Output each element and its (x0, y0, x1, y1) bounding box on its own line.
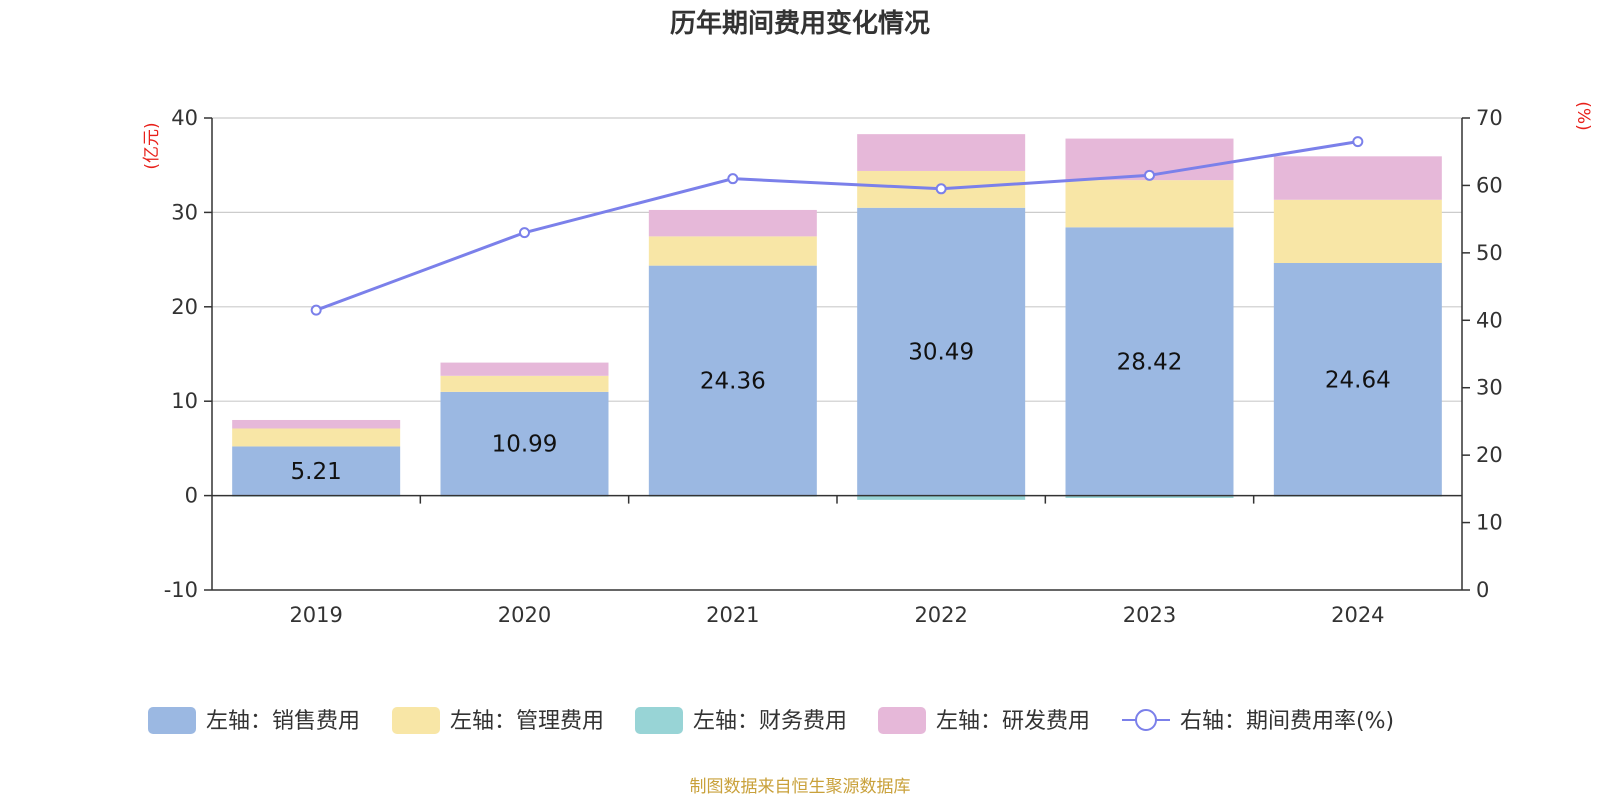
bar-segment[interactable] (440, 375, 609, 392)
bar-value-label: 28.42 (1117, 349, 1183, 375)
left-axis-unit: (亿元) (142, 122, 162, 169)
right-tick-label: 70 (1476, 106, 1503, 130)
legend-swatch (392, 707, 440, 734)
x-tick-label: 2021 (706, 603, 759, 627)
bar-segment[interactable] (648, 209, 817, 237)
bar-value-label: 30.49 (908, 340, 974, 366)
right-axis-unit: (%) (1573, 101, 1593, 130)
x-tick-label: 2022 (914, 603, 967, 627)
gridlines (212, 117, 1462, 402)
left-tick-label: 40 (171, 106, 198, 130)
legend-swatch (878, 707, 926, 734)
expense-rate-point[interactable] (1144, 169, 1155, 181)
bar-segment[interactable] (1273, 262, 1442, 496)
bar-segment[interactable] (1273, 156, 1442, 200)
bar-segment[interactable] (648, 265, 817, 496)
bar-segment[interactable] (232, 428, 401, 447)
bar-segment[interactable] (857, 495, 1026, 500)
expense-rate-point[interactable] (935, 183, 947, 195)
bar-segment[interactable] (857, 207, 1026, 496)
expense-rate-point[interactable] (727, 173, 739, 185)
left-tick-label: 20 (171, 295, 198, 319)
left-tick-label: 0 (185, 484, 198, 508)
x-tick-label: 2023 (1123, 603, 1176, 627)
x-tick-label: 2020 (498, 603, 551, 627)
bar-segment[interactable] (1065, 227, 1234, 496)
legend[interactable]: 左轴：销售费用 左轴：管理费用 左轴：财务费用 左轴：研发费用 右轴：期间费用率(%) (148, 707, 1394, 734)
source-footer: 制图数据来自恒生聚源数据库 (690, 777, 911, 797)
bar-segment[interactable] (1065, 495, 1234, 498)
bar-segment[interactable] (1065, 180, 1234, 228)
bar-value-label: 24.64 (1325, 367, 1391, 393)
right-tick-label: 20 (1476, 443, 1503, 467)
right-tick-label: 30 (1476, 376, 1503, 400)
data-labels: 5.21 10.99 24.36 30.49 28.42 24.64 (291, 340, 1391, 485)
right-tick-label: 40 (1476, 308, 1503, 332)
line-series-group (310, 136, 1364, 316)
chart-title: 历年期间费用变化情况 (670, 8, 930, 39)
right-tick-label: 60 (1476, 173, 1503, 197)
left-tick-label: 10 (171, 389, 198, 413)
x-tick-label: 2024 (1331, 603, 1384, 627)
legend-label: 左轴：研发费用 (936, 709, 1090, 734)
legend-label: 左轴：销售费用 (206, 709, 360, 734)
expense-rate-point[interactable] (1352, 136, 1364, 148)
bar-segment[interactable] (648, 236, 817, 266)
legend-label: 右轴：期间费用率(%) (1180, 709, 1394, 734)
legend-label: 左轴：管理费用 (450, 709, 604, 734)
bar-series-group (232, 134, 1442, 500)
bar-segment[interactable] (440, 362, 609, 376)
expense-rate-point[interactable] (519, 227, 530, 239)
legend-item[interactable]: 右轴：期间费用率(%) (1122, 709, 1394, 734)
expense-rate-point[interactable] (310, 304, 322, 316)
bar-segment[interactable] (232, 419, 401, 429)
right-tick-label: 50 (1476, 241, 1503, 265)
legend-label: 左轴：财务费用 (693, 709, 847, 734)
legend-item[interactable]: 左轴：管理费用 (392, 707, 604, 734)
expense-rate-line[interactable] (315, 140, 1359, 312)
left-tick-label: -10 (164, 578, 198, 602)
bar-value-label: 10.99 (492, 432, 558, 458)
bar-segment[interactable] (1273, 199, 1442, 263)
legend-swatch (635, 707, 683, 734)
bar-segment[interactable] (857, 134, 1026, 171)
bar-segment[interactable] (232, 446, 401, 496)
bar-segment[interactable] (440, 391, 609, 496)
legend-item[interactable]: 左轴：销售费用 (148, 707, 360, 734)
right-tick-label: 10 (1476, 511, 1503, 535)
left-tick-label: 30 (171, 200, 198, 224)
legend-swatch (148, 707, 196, 734)
x-tick-label: 2019 (289, 603, 342, 627)
legend-marker (1135, 709, 1157, 731)
axes: -10 0 10 20 30 40 0 10 20 30 40 50 60 70 2019 2020 2021 2… (164, 106, 1503, 627)
bar-value-label: 5.21 (291, 459, 342, 485)
legend-item[interactable]: 左轴：研发费用 (878, 707, 1090, 734)
bar-value-label: 24.36 (700, 369, 766, 395)
right-tick-label: 0 (1476, 578, 1489, 602)
legend-item[interactable]: 左轴：财务费用 (635, 707, 847, 734)
